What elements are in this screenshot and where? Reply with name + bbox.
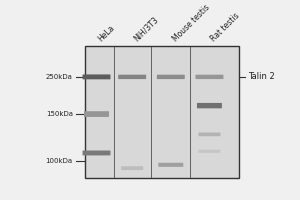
Text: HeLa: HeLa [97,23,117,43]
Text: Mouse testis: Mouse testis [171,3,211,43]
Text: NIH/3T3: NIH/3T3 [132,15,160,43]
Text: 100kDa: 100kDa [46,158,73,164]
FancyBboxPatch shape [196,75,224,79]
Text: Rat testis: Rat testis [209,11,242,43]
FancyBboxPatch shape [121,166,143,170]
Bar [85,46,239,178]
FancyBboxPatch shape [197,103,222,108]
FancyBboxPatch shape [118,75,146,79]
Text: 150kDa: 150kDa [46,111,73,117]
Text: Talin 2: Talin 2 [248,72,275,81]
FancyBboxPatch shape [198,150,220,153]
FancyBboxPatch shape [82,74,110,79]
FancyBboxPatch shape [82,151,110,155]
FancyBboxPatch shape [157,75,185,79]
FancyBboxPatch shape [158,163,183,167]
Text: 250kDa: 250kDa [46,74,73,80]
FancyBboxPatch shape [84,111,109,117]
FancyBboxPatch shape [198,133,220,136]
